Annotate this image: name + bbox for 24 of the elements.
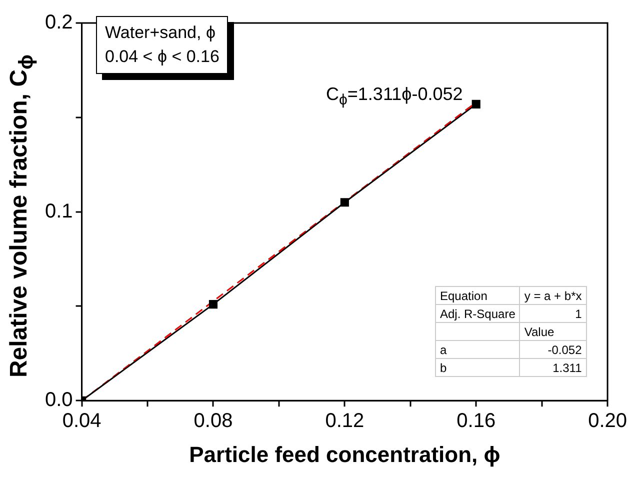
annotation: Water+sand, ϕ [105, 22, 216, 44]
annotation: 0.04 < ϕ < 0.16 [105, 46, 220, 68]
annotation: 1.311 [520, 358, 586, 376]
x-tick-label: 0.08 [194, 410, 233, 432]
x-axis-title: Particle feed concentration, ϕ [189, 442, 500, 467]
annotation: Value [520, 322, 586, 340]
y-tick-label: 0.1 [44, 200, 73, 222]
y-tick-label: 0.0 [44, 389, 73, 412]
point [340, 198, 349, 207]
point [472, 100, 480, 108]
point [208, 300, 218, 309]
x-tick-label: 0.16 [456, 410, 496, 432]
annotation: a [436, 340, 520, 358]
annotation: y = a + b*x [520, 286, 586, 304]
annotation: 1 [520, 304, 586, 322]
annotation: Adj. R-Square [436, 304, 520, 322]
annotation: b [436, 358, 520, 376]
annotation: -0.052 [520, 340, 586, 358]
x-tick-label: 0.12 [325, 410, 364, 432]
x-tick-label: 0.20 [588, 410, 628, 432]
x-tick-label: 0.04 [62, 410, 102, 432]
annotation: C$_{ϕ}$=1.311ϕ-0.052 [326, 84, 463, 109]
y-tick-label: 0.2 [44, 12, 73, 34]
annotation: Equation [436, 286, 520, 304]
